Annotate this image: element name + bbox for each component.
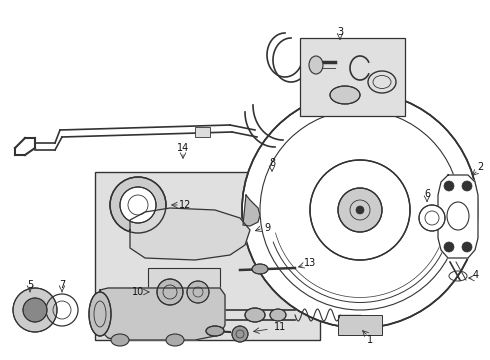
Text: 14: 14: [177, 143, 189, 153]
Text: 9: 9: [264, 223, 270, 233]
Ellipse shape: [252, 264, 268, 274]
Text: 1: 1: [367, 335, 373, 345]
Polygon shape: [438, 175, 478, 258]
Text: 5: 5: [27, 280, 33, 290]
Polygon shape: [100, 288, 225, 340]
Text: 8: 8: [269, 158, 275, 168]
Polygon shape: [130, 208, 250, 260]
Circle shape: [187, 281, 209, 303]
Circle shape: [242, 92, 478, 328]
Circle shape: [462, 181, 472, 191]
Ellipse shape: [166, 334, 184, 346]
Text: 4: 4: [473, 270, 479, 280]
Polygon shape: [243, 195, 260, 226]
Circle shape: [444, 242, 454, 252]
Circle shape: [232, 326, 248, 342]
Ellipse shape: [89, 292, 111, 336]
Ellipse shape: [206, 326, 224, 336]
Text: 2: 2: [477, 162, 483, 172]
Text: 11: 11: [274, 322, 286, 332]
Ellipse shape: [270, 309, 286, 321]
Circle shape: [419, 205, 445, 231]
Text: 12: 12: [179, 200, 191, 210]
Ellipse shape: [245, 308, 265, 322]
Circle shape: [444, 181, 454, 191]
Circle shape: [338, 188, 382, 232]
Circle shape: [23, 298, 47, 322]
Circle shape: [157, 279, 183, 305]
Bar: [95, 172, 320, 340]
Bar: [338, 315, 382, 335]
Circle shape: [356, 206, 364, 214]
Circle shape: [462, 242, 472, 252]
Ellipse shape: [111, 334, 129, 346]
Bar: [300, 38, 405, 116]
Text: 13: 13: [304, 258, 316, 268]
Text: 6: 6: [424, 189, 430, 199]
Bar: [195, 127, 210, 137]
Circle shape: [120, 187, 156, 223]
Ellipse shape: [309, 56, 323, 74]
Text: 10: 10: [132, 287, 144, 297]
Text: 7: 7: [59, 280, 65, 290]
Circle shape: [110, 177, 166, 233]
Text: 3: 3: [337, 27, 343, 37]
Circle shape: [310, 160, 410, 260]
Ellipse shape: [330, 86, 360, 104]
Bar: [148, 268, 220, 316]
Circle shape: [13, 288, 57, 332]
